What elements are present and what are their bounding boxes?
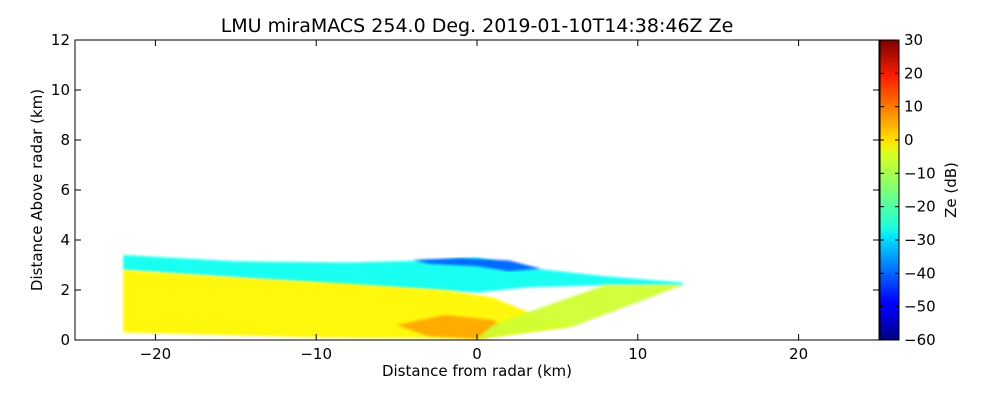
colorbar-tick-label: −40 [904, 264, 936, 282]
x-tick-label: −20 [140, 345, 172, 363]
colorbar-tick-label: 20 [904, 64, 923, 82]
x-axis: −20 −10 0 10 20 [140, 40, 808, 363]
radar-echo-layer [123, 255, 683, 339]
y-tick-label: 6 [60, 181, 70, 199]
colorbar-tick-label: −30 [904, 231, 936, 249]
colorbar-tick-label: −10 [904, 164, 936, 182]
x-tick-label: 10 [628, 345, 647, 363]
y-tick-label: 12 [51, 31, 70, 49]
colorbar-ticks: 30 20 10 0 −10 −20 −30 −40 −50 −60 [880, 31, 936, 349]
x-tick-label: −10 [300, 345, 332, 363]
x-axis-label: Distance from radar (km) [382, 362, 572, 380]
x-tick-label: 20 [789, 345, 808, 363]
echo-region-enhanced-core-near-radar [396, 315, 510, 339]
colorbar [879, 39, 900, 341]
colorbar-tick-label: −50 [904, 298, 936, 316]
colorbar-tick-label: −20 [904, 198, 936, 216]
echo-region-upper-echo-band [123, 255, 683, 293]
chart-title: LMU miraMACS 254.0 Deg. 2019-01-10T14:38… [221, 15, 734, 37]
x-tick-label: 0 [472, 345, 482, 363]
colorbar-tick-label: 30 [904, 31, 923, 49]
y-tick-label: 0 [60, 331, 70, 349]
y-tick-label: 10 [51, 81, 70, 99]
y-tick-label: 8 [60, 131, 70, 149]
colorbar-tick-label: 10 [904, 98, 923, 116]
colorbar-tick-label: 0 [904, 131, 914, 149]
echo-region-low-beam-wedge [477, 285, 683, 339]
colorbar-label: Ze (dB) [942, 162, 960, 218]
y-tick-label: 4 [60, 231, 70, 249]
echo-region-cloud-top-weak-echo [412, 258, 542, 272]
y-axis-label: Distance Above radar (km) [28, 89, 46, 291]
y-axis: 0 2 4 6 8 10 12 [51, 31, 879, 349]
y-tick-label: 2 [60, 281, 70, 299]
colorbar-tick-label: −60 [904, 331, 936, 349]
